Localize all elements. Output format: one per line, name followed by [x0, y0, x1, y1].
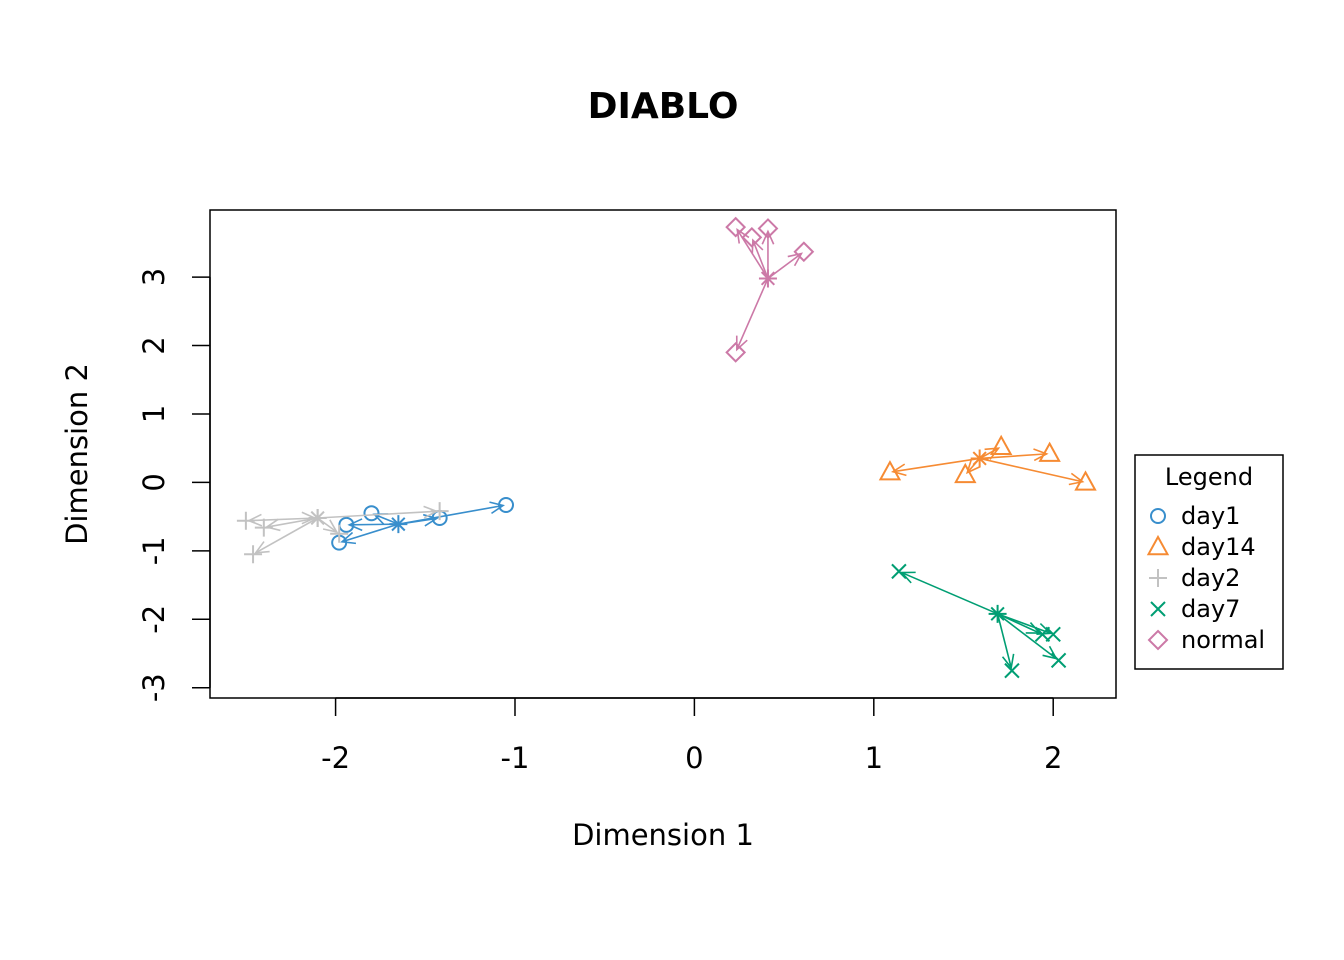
arrow-head: [253, 541, 270, 554]
x-tick-label: 0: [685, 741, 703, 775]
legend-label-day14: day14: [1181, 533, 1256, 561]
legend-items: day1 day14 day2 day7 normal: [1146, 502, 1265, 654]
data-point: [793, 241, 815, 263]
x-tick-label: -1: [501, 741, 530, 775]
arrow-head: [735, 335, 748, 352]
arrow-head: [965, 458, 981, 475]
x-axis: -2 -1 0 1 2: [321, 697, 1062, 775]
legend-title: Legend: [1165, 463, 1253, 491]
arrow-line: [266, 517, 318, 528]
arrow-line: [255, 517, 319, 554]
y-tick-label: -1: [137, 536, 171, 565]
data-point: [878, 460, 902, 481]
arrow-head: [761, 229, 775, 245]
data-point: [363, 505, 380, 522]
legend-label-normal: normal: [1181, 626, 1265, 654]
y-tick-label: -2: [137, 605, 171, 634]
legend-marker-day14: [1146, 534, 1170, 556]
centroid-point: [389, 515, 408, 534]
x-axis-label: Dimension 1: [572, 818, 754, 852]
arrow-head: [322, 519, 339, 534]
y-tick-label: 2: [137, 336, 171, 354]
data-point: [891, 563, 907, 580]
centroid-point: [308, 508, 327, 527]
series-normal: [725, 216, 815, 363]
arrow-line: [996, 613, 1012, 668]
arrow-line: [979, 457, 1083, 483]
series-layer: [236, 216, 1097, 679]
arrow-line: [248, 517, 318, 522]
arrow-head: [984, 447, 1001, 460]
legend-label-day1: day1: [1181, 502, 1240, 530]
legend-marker-day1: [1150, 508, 1166, 524]
data-point: [1004, 662, 1020, 679]
data-point: [430, 502, 449, 521]
data-point: [954, 462, 977, 484]
arrow-line: [979, 453, 1047, 460]
series-day2: [236, 502, 449, 564]
legend-marker-day2: [1149, 569, 1167, 587]
data-point: [1050, 652, 1067, 669]
arrow-head: [489, 501, 505, 515]
data-point: [1034, 626, 1051, 643]
arrow-line: [317, 510, 437, 519]
arrow-line: [752, 239, 769, 279]
y-tick-label: 3: [137, 268, 171, 286]
data-point: [244, 545, 263, 564]
arrow-head: [1001, 653, 1015, 670]
data-point: [725, 216, 747, 238]
data-point: [498, 496, 515, 513]
legend-marker-normal: [1147, 629, 1169, 651]
data-point: [236, 511, 255, 530]
arrow-head: [1033, 448, 1049, 462]
arrow-head: [890, 463, 907, 477]
y-tick-label: 1: [137, 405, 171, 423]
arrow-head: [899, 571, 916, 584]
data-point: [1074, 470, 1097, 491]
series-day14: [878, 434, 1097, 491]
arrow-head: [340, 531, 357, 545]
arrow-line: [736, 278, 769, 350]
x-tick-label: -2: [321, 741, 350, 775]
x-tick-label: 2: [1044, 741, 1062, 775]
legend-label-day2: day2: [1181, 564, 1240, 592]
arrow-line: [997, 613, 1057, 660]
y-axis: -3 -2 -1 0 1 2 3: [137, 268, 211, 702]
data-point: [757, 218, 779, 239]
data-point: [330, 524, 349, 543]
series-day1: [331, 496, 515, 551]
arrow-head: [347, 518, 363, 532]
arrow-head: [1068, 472, 1085, 486]
arrow-head: [1025, 622, 1042, 634]
arrow-head: [787, 252, 804, 267]
arrow-line: [979, 447, 999, 460]
arrow-line: [341, 523, 399, 543]
centroid-point: [988, 604, 1007, 623]
legend-marker-day7: [1150, 601, 1166, 617]
arrow-head: [751, 238, 764, 255]
legend-label-day7: day7: [1181, 595, 1240, 623]
data-point: [741, 226, 763, 248]
data-point: [989, 434, 1013, 456]
series-day7: [891, 563, 1067, 679]
data-point: [254, 518, 273, 537]
legend: Legend day1 day14 day2 day7 normal: [1134, 454, 1284, 670]
x-tick-label: 1: [865, 741, 883, 775]
data-point: [1038, 441, 1061, 462]
centroid-point: [758, 269, 777, 288]
centroid-point: [970, 449, 989, 468]
y-axis-label: Dimension 2: [60, 363, 94, 545]
y-tick-label: 0: [137, 473, 171, 491]
arrow-line: [767, 252, 802, 280]
data-point: [1045, 626, 1061, 643]
chart-title: DIABLO: [588, 86, 739, 127]
arrow-line: [892, 457, 980, 473]
arrow-line: [997, 613, 1051, 635]
y-tick-label: -3: [137, 673, 171, 702]
arrow-line: [901, 571, 998, 615]
data-point: [725, 341, 747, 363]
